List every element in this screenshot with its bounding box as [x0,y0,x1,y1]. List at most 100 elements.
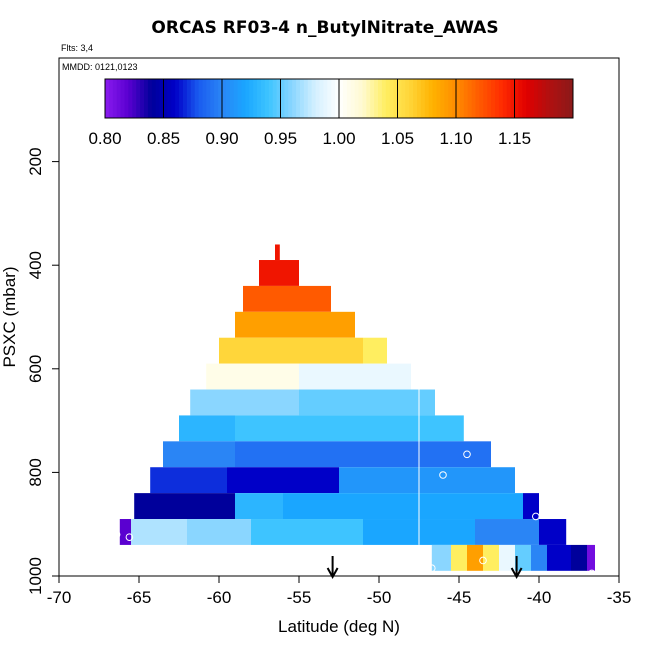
colorbar-swatch [112,79,118,118]
heatmap-cell [451,544,467,571]
heatmap-cell [499,544,515,571]
colorbar-swatch [198,79,203,118]
colorbar-swatch [237,79,242,118]
sample-point [125,533,134,541]
colorbar-swatch [190,79,196,118]
heatmap-cell [531,544,547,571]
colorbar-swatch [510,79,515,118]
colorbar-swatch [218,79,223,118]
colorbar-swatch [346,79,352,118]
colorbar-tick-label: 0.90 [205,129,238,148]
colorbar-swatch [518,79,523,118]
heatmap-cell [190,389,299,416]
colorbar-swatch [128,79,133,118]
colorbar-swatch [483,79,488,118]
colorbar-swatch [553,79,558,118]
sample-point [532,512,540,521]
heatmap-cell [339,467,515,494]
colorbar-swatch [171,79,176,118]
colorbar-swatch [487,79,492,118]
colorbar-swatch [381,79,387,118]
colorbar-swatch [140,79,145,118]
colorbar-swatch [319,79,324,118]
colorbar-swatch [432,79,437,118]
colorbar-swatch [257,79,262,118]
x-tick-label: -65 [127,588,152,607]
colorbar-swatch [214,79,219,118]
heatmap-cell [187,519,251,545]
colorbar-swatch [179,79,184,118]
colorbar-swatch [315,79,320,118]
colorbar-swatch [549,79,554,118]
colorbar-swatch [280,79,285,118]
colorbar-swatch [307,79,313,118]
colorbar-swatch [222,79,227,118]
colorbar-swatch [264,79,270,118]
colorbar-swatch [502,79,508,118]
heatmap-cell [251,519,363,545]
colorbar-swatch [124,79,129,118]
colorbar-swatch [241,79,246,118]
colorbar-tick-label: 1.10 [439,129,472,148]
heatmap-cell [283,493,523,520]
heatmap-cell [206,363,299,390]
heatmap-cell [235,415,464,442]
x-tick-label: -60 [207,588,232,607]
heatmap-cell [299,363,411,390]
colorbar-swatch [428,79,434,118]
colorbar-tick-label: 0.95 [264,129,297,148]
colorbar-swatch [186,79,192,118]
colorbar-swatch [339,79,344,118]
heatmap-cell [179,415,235,442]
x-axis-title: Latitude (deg N) [278,617,400,636]
colorbar-swatch [537,79,543,118]
colorbar-swatch [444,79,449,118]
colorbar-swatch [565,79,570,118]
colorbar-swatch [284,79,289,118]
colorbar-swatch [495,79,500,118]
heatmap-cell [150,467,227,494]
heatmap-cell [483,544,499,571]
colorbar-swatch [261,79,266,118]
colorbar-swatch [300,79,305,118]
colorbar-swatch [413,79,418,118]
colorbar-swatch [253,79,258,118]
sample-point [428,564,436,573]
colorbar-swatch [389,79,395,118]
sample-point [588,569,596,578]
colorbar-swatch [288,79,293,118]
colorbar-swatch [498,79,504,118]
colorbar-swatch [397,79,402,118]
colorbar-swatch [440,79,445,118]
heatmap-cell [235,311,355,338]
heatmap-cell [539,519,567,545]
colorbar-swatch [225,79,231,118]
flights-note: Flts: 3,4 [61,43,94,53]
chart-title: ORCAS RF03-4 n_ButylNitrate_AWAS [151,18,499,38]
heatmap-cell [243,285,331,312]
colorbar-swatch [296,79,301,118]
colorbar-swatch [522,79,527,118]
colorbar-swatch [366,79,371,118]
colorbar-swatch [202,79,207,118]
colorbar-swatch [194,79,200,118]
colorbar-swatch [409,79,414,118]
heatmap-cell [467,544,483,571]
colorbar-swatch [120,79,125,118]
colorbar-swatch [467,79,473,118]
colorbar-swatch [541,79,547,118]
colorbar-tick-label: 1.15 [498,129,531,148]
colorbar-swatch [136,79,141,118]
colorbar-swatch [167,79,172,118]
x-tick-label: -55 [287,588,312,607]
colorbar-swatch [401,79,406,118]
colorbar-swatch [183,79,188,118]
colorbar-swatch [526,79,531,118]
colorbar-swatch [116,79,122,118]
colorbar-swatch [530,79,535,118]
colorbar-swatch [479,79,484,118]
colorbar-swatch [151,79,157,118]
colorbar-swatch [155,79,161,118]
heatmap-cell [547,544,571,571]
colorbar-swatch [506,79,512,118]
